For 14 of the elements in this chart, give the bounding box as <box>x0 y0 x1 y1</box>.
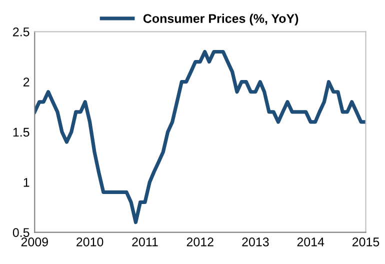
y-tick-label: 0.5 <box>12 228 30 237</box>
x-tick-label: 2009 <box>21 238 48 246</box>
x-tick-label: 2014 <box>297 238 324 246</box>
line-series <box>34 50 366 224</box>
x-tick-label: 2015 <box>352 238 380 246</box>
x-tick-label: 2010 <box>76 238 104 246</box>
y-tick-label: 1.5 <box>13 128 30 137</box>
y-tick-label: 1 <box>24 178 30 187</box>
y-tick-label: 2.5 <box>13 27 30 36</box>
y-tick-label: 2 <box>23 78 30 86</box>
legend-label: Consumer Prices (%, YoY) <box>143 14 298 26</box>
x-tick-label: 2013 <box>242 238 269 246</box>
x-tick-label: 2011 <box>132 238 158 246</box>
x-tick-label: 2012 <box>186 238 214 246</box>
